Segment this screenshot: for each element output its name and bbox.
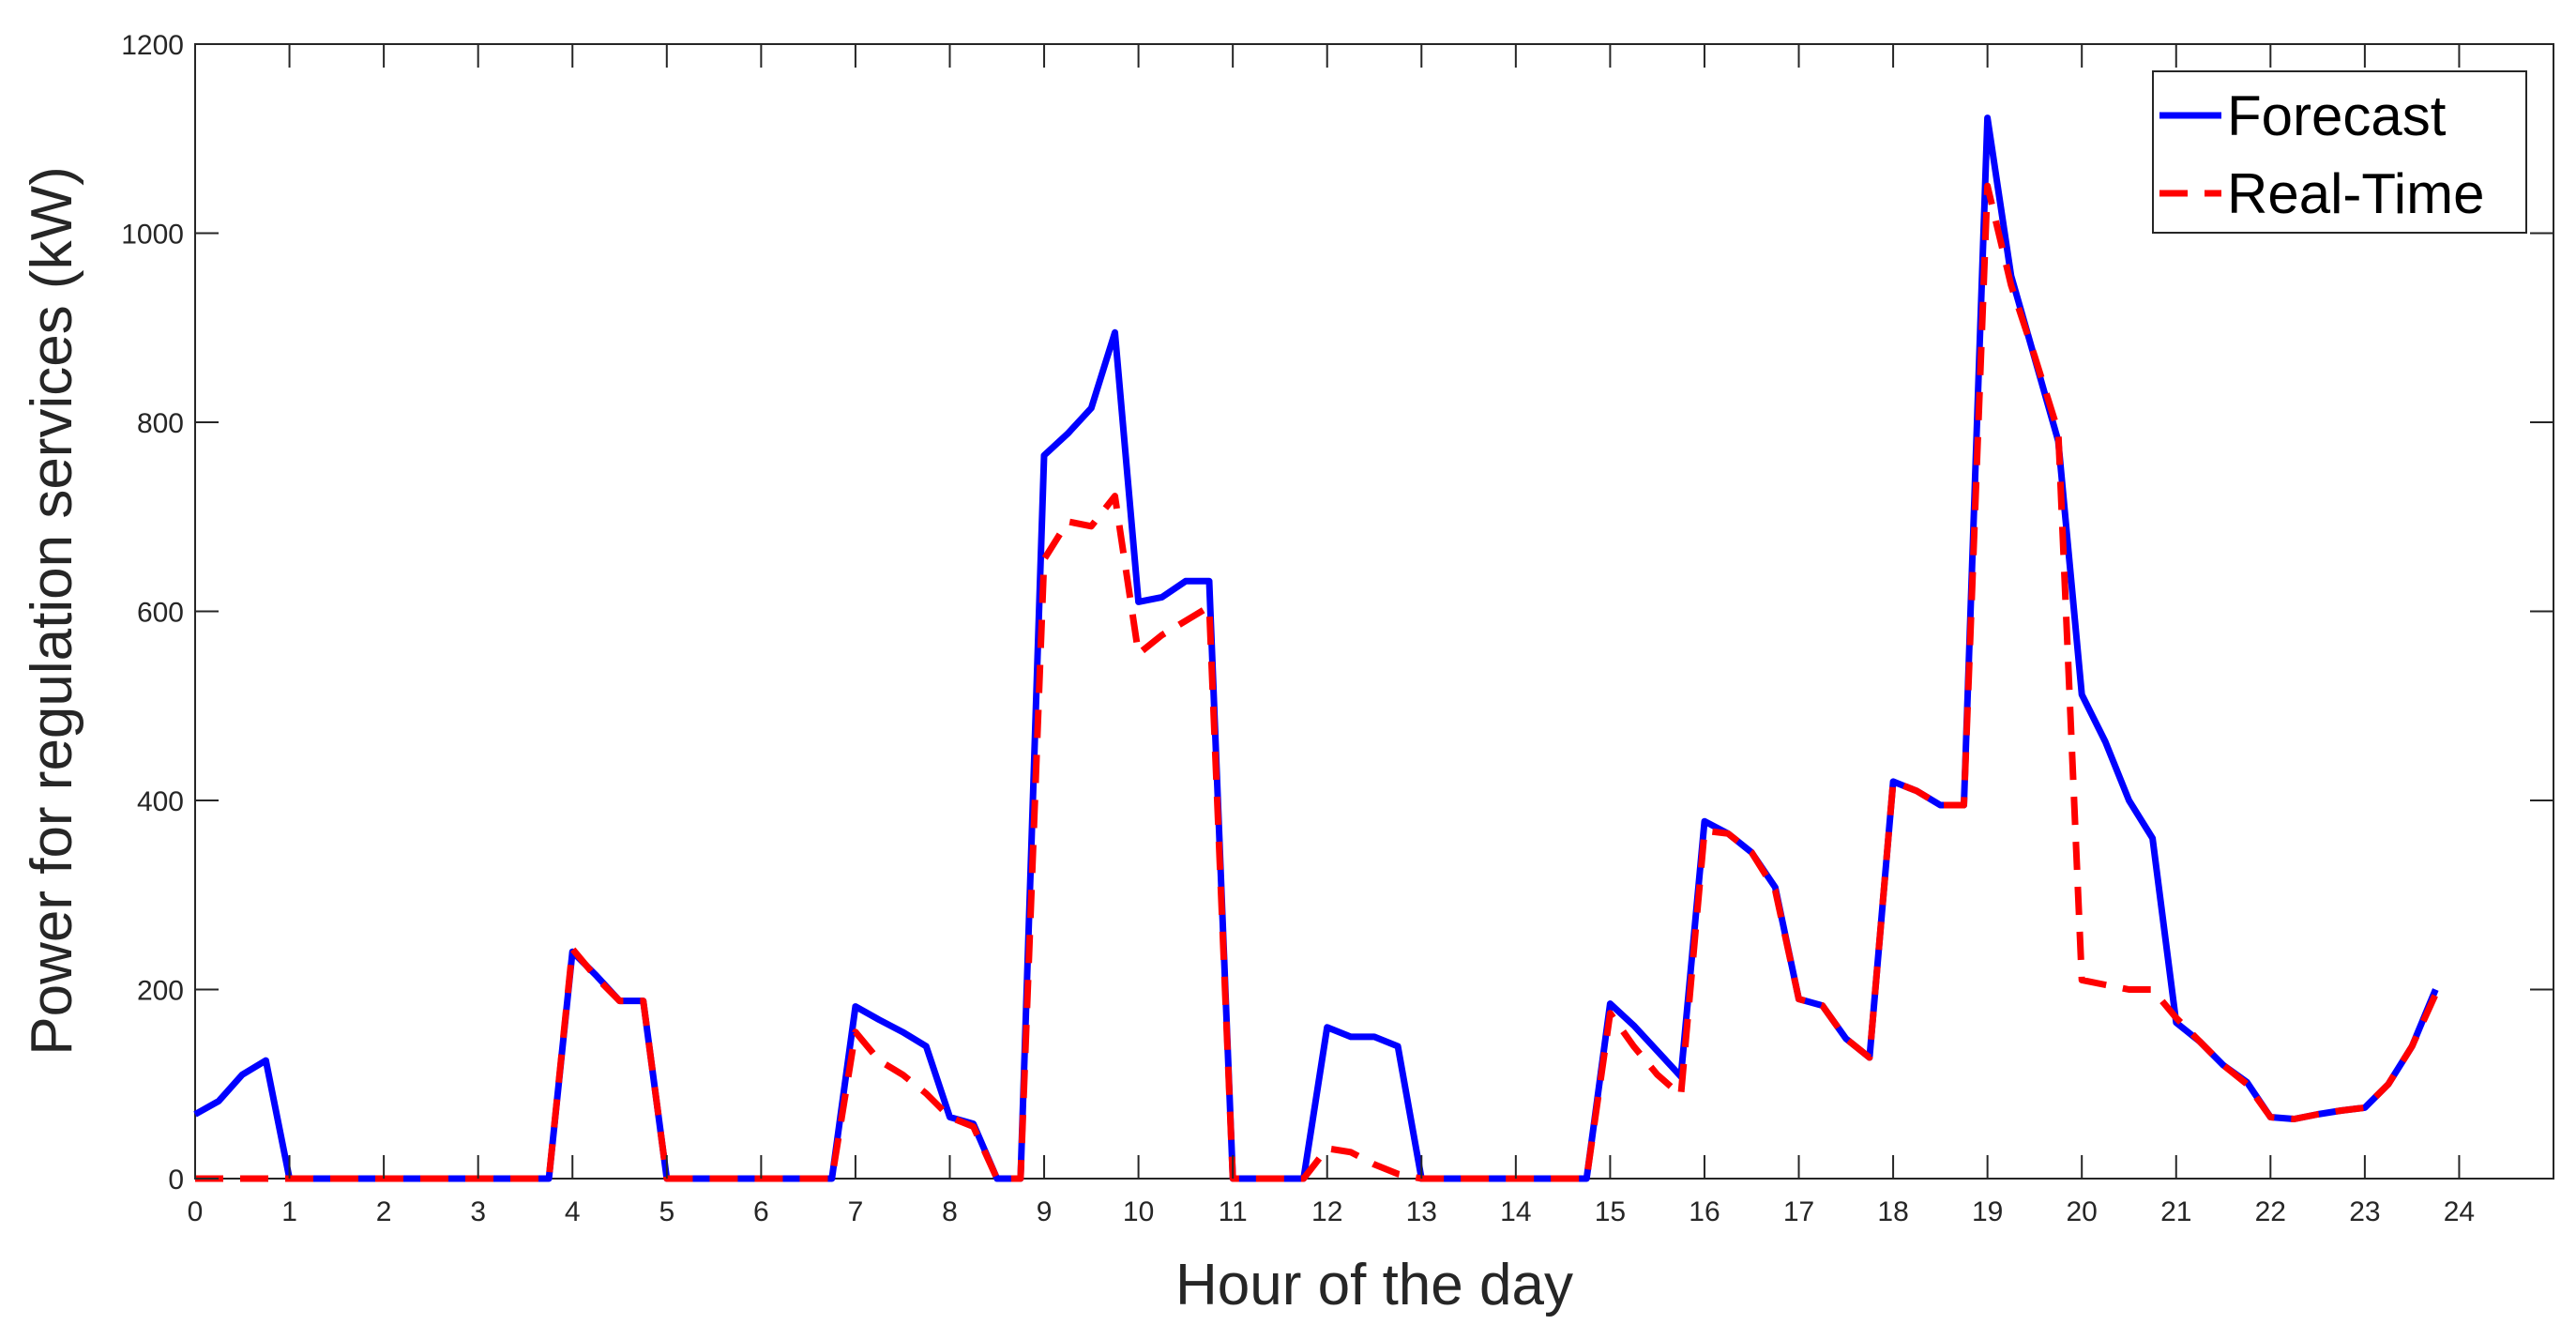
x-axis-title: Hour of the day	[1175, 1253, 1573, 1317]
x-tick-label: 0	[188, 1196, 204, 1227]
x-tick-label: 5	[659, 1196, 674, 1227]
x-tick-label: 11	[1219, 1196, 1248, 1227]
x-tick-label: 1	[281, 1196, 297, 1227]
y-tick-label: 600	[137, 598, 184, 629]
x-tick-label: 22	[2255, 1196, 2286, 1227]
legend-label-forecast: Forecast	[2227, 84, 2447, 147]
x-tick-label: 7	[848, 1196, 864, 1227]
y-tick-label: 800	[137, 408, 184, 439]
x-tick-label: 15	[1595, 1196, 1626, 1227]
x-tick-label: 19	[1972, 1196, 2003, 1227]
series-layer	[193, 114, 2439, 1182]
y-tick-label: 0	[168, 1165, 184, 1195]
ticks-layer: 0 1 2 3 4 5 6 7 8 9 10 11 12 13 14 15 16 17 18 19 20 21 22 23 24…	[121, 30, 2553, 1227]
x-tick-label: 24	[2444, 1196, 2475, 1227]
x-tick-label: 17	[1783, 1196, 1814, 1227]
x-tick-label: 4	[565, 1196, 581, 1227]
y-axis-title: Power for regulation services (kW)	[20, 166, 84, 1056]
series-line-real-time	[195, 182, 2439, 1182]
x-tick-label: 16	[1689, 1196, 1720, 1227]
x-tick-label: 13	[1406, 1196, 1437, 1227]
x-tick-label: 3	[470, 1196, 486, 1227]
x-tick-label: 10	[1123, 1196, 1154, 1227]
x-tick-label: 8	[942, 1196, 958, 1227]
x-tick-label: 18	[1877, 1196, 1908, 1227]
x-tick-label: 20	[2067, 1196, 2098, 1227]
y-tick-label: 200	[137, 976, 184, 1007]
legend: Forecast Real-Time	[2152, 70, 2527, 234]
x-tick-label: 21	[2160, 1196, 2191, 1227]
x-tick-label: 12	[1311, 1196, 1342, 1227]
x-tick-label: 9	[1037, 1196, 1053, 1227]
y-tick-label: 1200	[121, 30, 184, 61]
x-tick-label: 14	[1500, 1196, 1531, 1227]
legend-label-real-time: Real-Time	[2227, 162, 2484, 225]
x-tick-label: 2	[376, 1196, 392, 1227]
y-tick-label: 400	[137, 786, 184, 817]
x-tick-label: 6	[753, 1196, 769, 1227]
legend-box	[2152, 70, 2527, 234]
y-tick-label: 1000	[121, 220, 184, 251]
x-tick-label: 23	[2349, 1196, 2380, 1227]
